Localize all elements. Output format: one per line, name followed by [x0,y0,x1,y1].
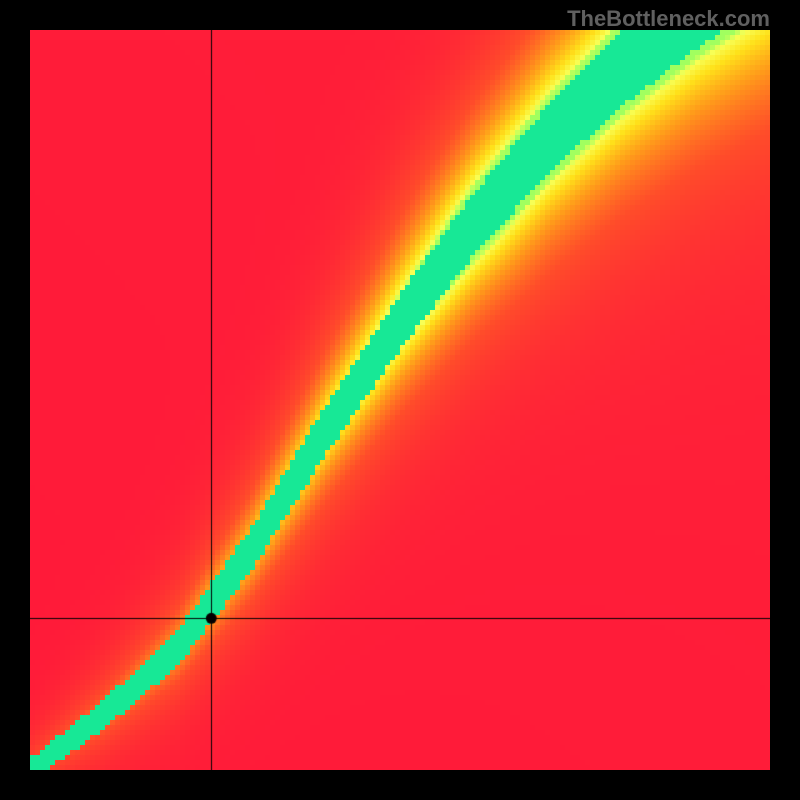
bottleneck-heatmap [30,30,770,770]
watermark-text: TheBottleneck.com [567,6,770,32]
